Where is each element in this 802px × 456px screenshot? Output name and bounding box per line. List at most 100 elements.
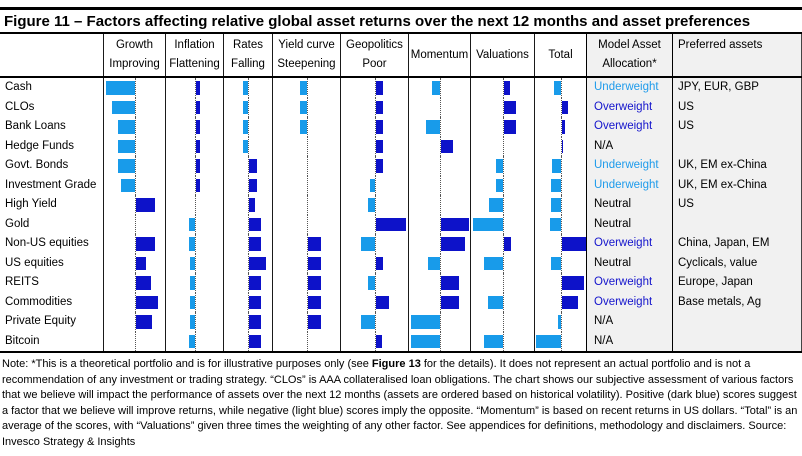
asset-score-table: Cash Underweight JPY, EUR, GBP CLOs Overweig… xyxy=(0,78,802,353)
score-cell xyxy=(340,331,408,351)
score-bar xyxy=(135,315,153,329)
score-bar xyxy=(361,237,375,251)
preferred-assets-value: Cyclicals, value xyxy=(672,253,802,273)
column-header-line1: Preferred assets xyxy=(678,39,763,51)
row-label-column-header xyxy=(0,34,103,76)
score-bar xyxy=(307,237,322,251)
score-cell xyxy=(340,97,408,117)
score-bar xyxy=(375,120,384,134)
row-label: CLOs xyxy=(5,100,35,113)
column-header-geopolitics: Geopolitics Poor xyxy=(340,34,408,76)
score-cell xyxy=(103,136,165,156)
score-bar xyxy=(188,237,195,251)
score-bar xyxy=(195,100,201,114)
score-bar xyxy=(557,315,561,329)
score-bar xyxy=(307,295,322,309)
score-bar xyxy=(410,334,440,348)
score-cell xyxy=(165,214,223,234)
score-bar xyxy=(195,178,201,192)
score-bar xyxy=(440,237,465,251)
allocation-value: Overweight xyxy=(586,234,672,254)
preferred-assets-value xyxy=(672,136,802,156)
score-bar xyxy=(249,237,261,251)
score-cell xyxy=(272,331,340,351)
score-cell xyxy=(103,253,165,273)
score-cell xyxy=(165,273,223,293)
score-cell xyxy=(534,312,586,332)
score-cell xyxy=(408,331,470,351)
score-cell xyxy=(408,234,470,254)
score-cell xyxy=(408,136,470,156)
preferred-assets-value: JPY, EUR, GBP xyxy=(672,78,802,98)
score-cell xyxy=(223,78,272,98)
score-cell xyxy=(103,175,165,195)
score-cell xyxy=(470,195,534,215)
score-bar xyxy=(195,81,201,95)
score-cell xyxy=(470,175,534,195)
score-cell xyxy=(272,214,340,234)
table-row: Hedge Funds N/A xyxy=(0,136,802,156)
score-bar xyxy=(121,178,135,192)
score-bar xyxy=(249,217,261,231)
score-cell xyxy=(408,195,470,215)
score-bar xyxy=(195,120,201,134)
figure-title: Figure 11 – Factors affecting relative g… xyxy=(0,7,802,34)
score-cell xyxy=(340,292,408,312)
column-header-growth: Growth Improving xyxy=(103,34,165,76)
table-row: CLOs Overweight US xyxy=(0,97,802,117)
column-header-line2: Allocation* xyxy=(602,58,657,70)
score-cell xyxy=(534,136,586,156)
score-cell xyxy=(165,78,223,98)
allocation-value: Underweight xyxy=(586,156,672,176)
score-cell xyxy=(103,78,165,98)
score-bar xyxy=(552,159,561,173)
score-cell xyxy=(408,78,470,98)
score-cell xyxy=(534,175,586,195)
score-cell xyxy=(470,234,534,254)
score-bar xyxy=(367,276,375,290)
preferred-assets-value xyxy=(672,214,802,234)
allocation-value: Overweight xyxy=(586,292,672,312)
score-cell xyxy=(470,136,534,156)
score-cell xyxy=(223,234,272,254)
row-label: Bank Loans xyxy=(5,120,66,132)
score-cell xyxy=(340,117,408,137)
score-cell xyxy=(272,195,340,215)
score-bar xyxy=(135,198,155,212)
score-bar xyxy=(249,256,266,270)
score-bar xyxy=(249,276,261,290)
score-bar xyxy=(189,276,195,290)
score-bar xyxy=(488,198,503,212)
score-cell xyxy=(103,234,165,254)
column-header-line2: Poor xyxy=(362,58,387,70)
score-bar xyxy=(135,256,147,270)
score-cell xyxy=(534,273,586,293)
score-cell xyxy=(165,136,223,156)
score-bar xyxy=(249,178,257,192)
preferred-assets-value: US xyxy=(672,195,802,215)
row-label: Hedge Funds xyxy=(5,139,75,152)
score-bar xyxy=(550,198,561,212)
score-bar xyxy=(243,100,248,114)
footnote: Note: *This is a theoretical portfolio a… xyxy=(0,353,802,451)
footnote-text-before: Note: *This is a theoretical portfolio a… xyxy=(2,358,372,370)
score-bar xyxy=(561,295,578,309)
score-cell xyxy=(340,156,408,176)
table-row: US equities Neutral Cyclicals, value xyxy=(0,253,802,273)
score-cell xyxy=(272,253,340,273)
row-label: High Yield xyxy=(5,198,57,210)
score-cell xyxy=(223,312,272,332)
score-cell xyxy=(165,117,223,137)
score-bar xyxy=(561,139,564,153)
allocation-value: Neutral xyxy=(586,195,672,215)
score-cell xyxy=(470,97,534,117)
score-bar xyxy=(135,295,159,309)
score-cell xyxy=(165,175,223,195)
score-cell xyxy=(272,117,340,137)
score-cell xyxy=(534,195,586,215)
column-header-line2: Flattening xyxy=(169,58,220,70)
score-bar xyxy=(375,139,384,153)
score-bar xyxy=(503,100,517,114)
score-bar xyxy=(243,120,248,134)
preferred-assets-value: UK, EM ex-China xyxy=(672,156,802,176)
